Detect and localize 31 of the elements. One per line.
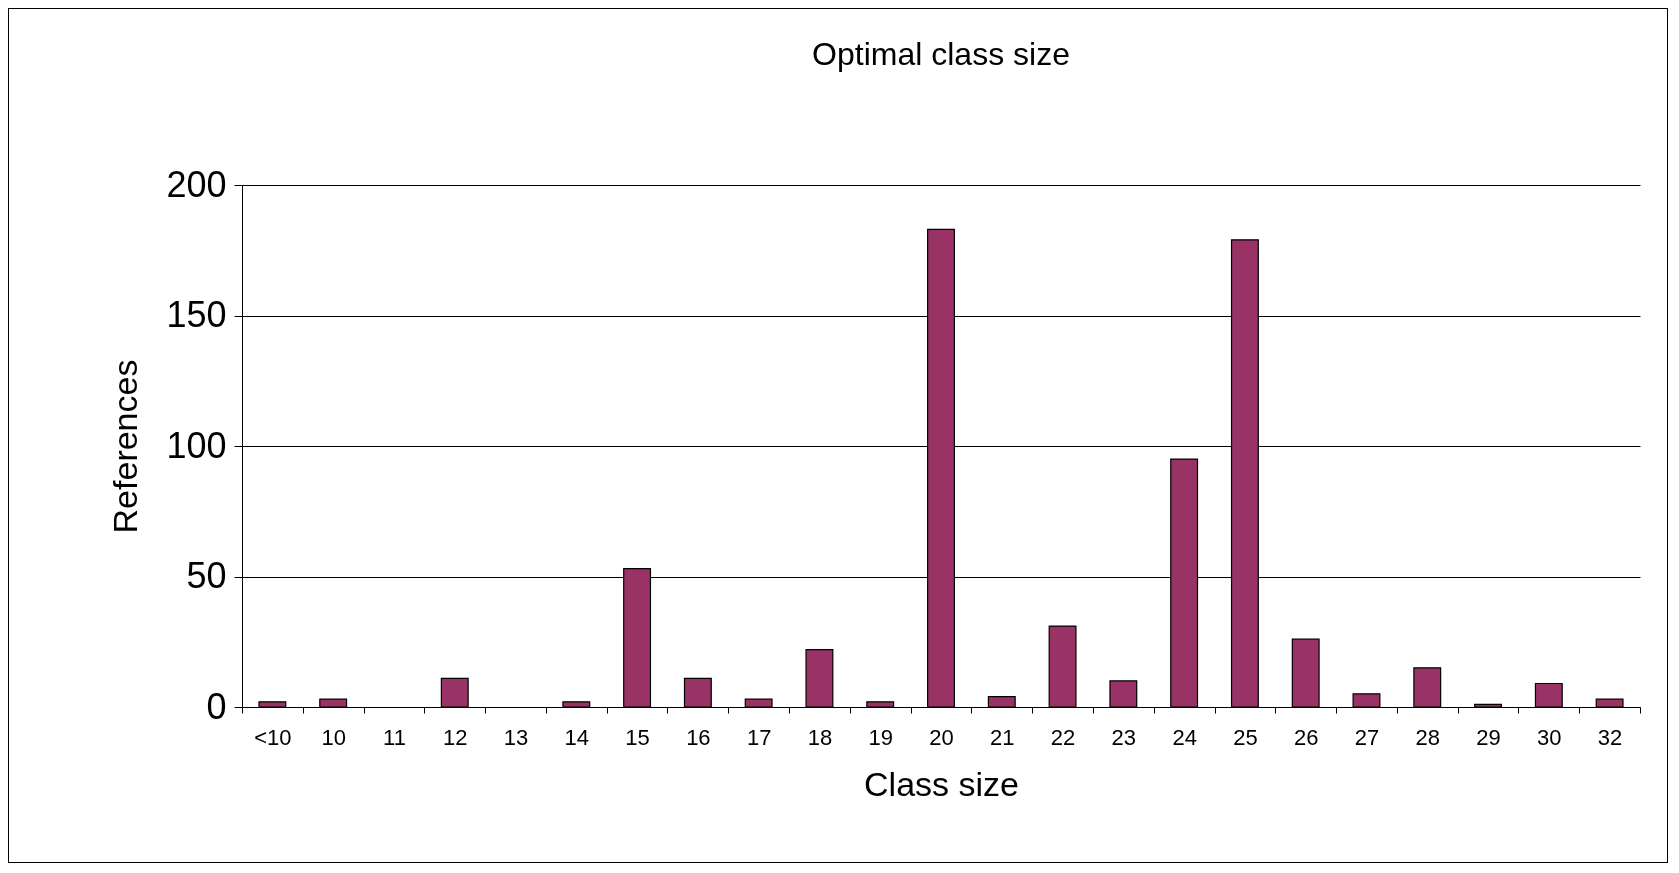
x-tick-label: 14 — [564, 724, 590, 750]
x-tick-label: 30 — [1537, 724, 1562, 750]
x-tick-label: 15 — [625, 724, 650, 750]
x-tick-label: 28 — [1415, 724, 1440, 750]
x-tick-label: 13 — [503, 724, 529, 750]
y-tick-label: 150 — [166, 294, 227, 335]
x-tick-label: 23 — [1111, 724, 1137, 750]
y-axis-title: References — [106, 359, 145, 534]
x-tick-label: 20 — [929, 724, 954, 750]
chart-title: Optimal class size — [812, 36, 1070, 72]
x-tick-label: 19 — [868, 724, 893, 750]
x-tick-label: 25 — [1233, 724, 1258, 750]
y-tick-label: 50 — [186, 555, 227, 596]
y-tick-label: 0 — [206, 685, 227, 727]
x-tick-label: 26 — [1293, 724, 1319, 750]
y-tick-label: 100 — [166, 424, 227, 466]
x-tick-label: 22 — [1050, 724, 1076, 750]
x-tick-label: 21 — [990, 724, 1015, 750]
x-tick-label: 27 — [1354, 724, 1380, 750]
x-axis-title: Class size — [864, 764, 1019, 803]
x-tick-label: 10 — [321, 724, 346, 750]
x-tick-label: 18 — [807, 724, 833, 750]
x-tick-label: 11 — [383, 724, 406, 750]
x-tick-label: <10 — [254, 724, 292, 750]
x-tick-label: 32 — [1597, 724, 1623, 750]
x-tick-label: 17 — [746, 724, 772, 750]
x-tick-label: 16 — [686, 724, 711, 750]
x-tick-label: 29 — [1476, 724, 1501, 750]
y-tick-label: 200 — [166, 163, 227, 205]
x-tick-label: 12 — [443, 724, 468, 750]
x-tick-label: 24 — [1172, 724, 1197, 750]
